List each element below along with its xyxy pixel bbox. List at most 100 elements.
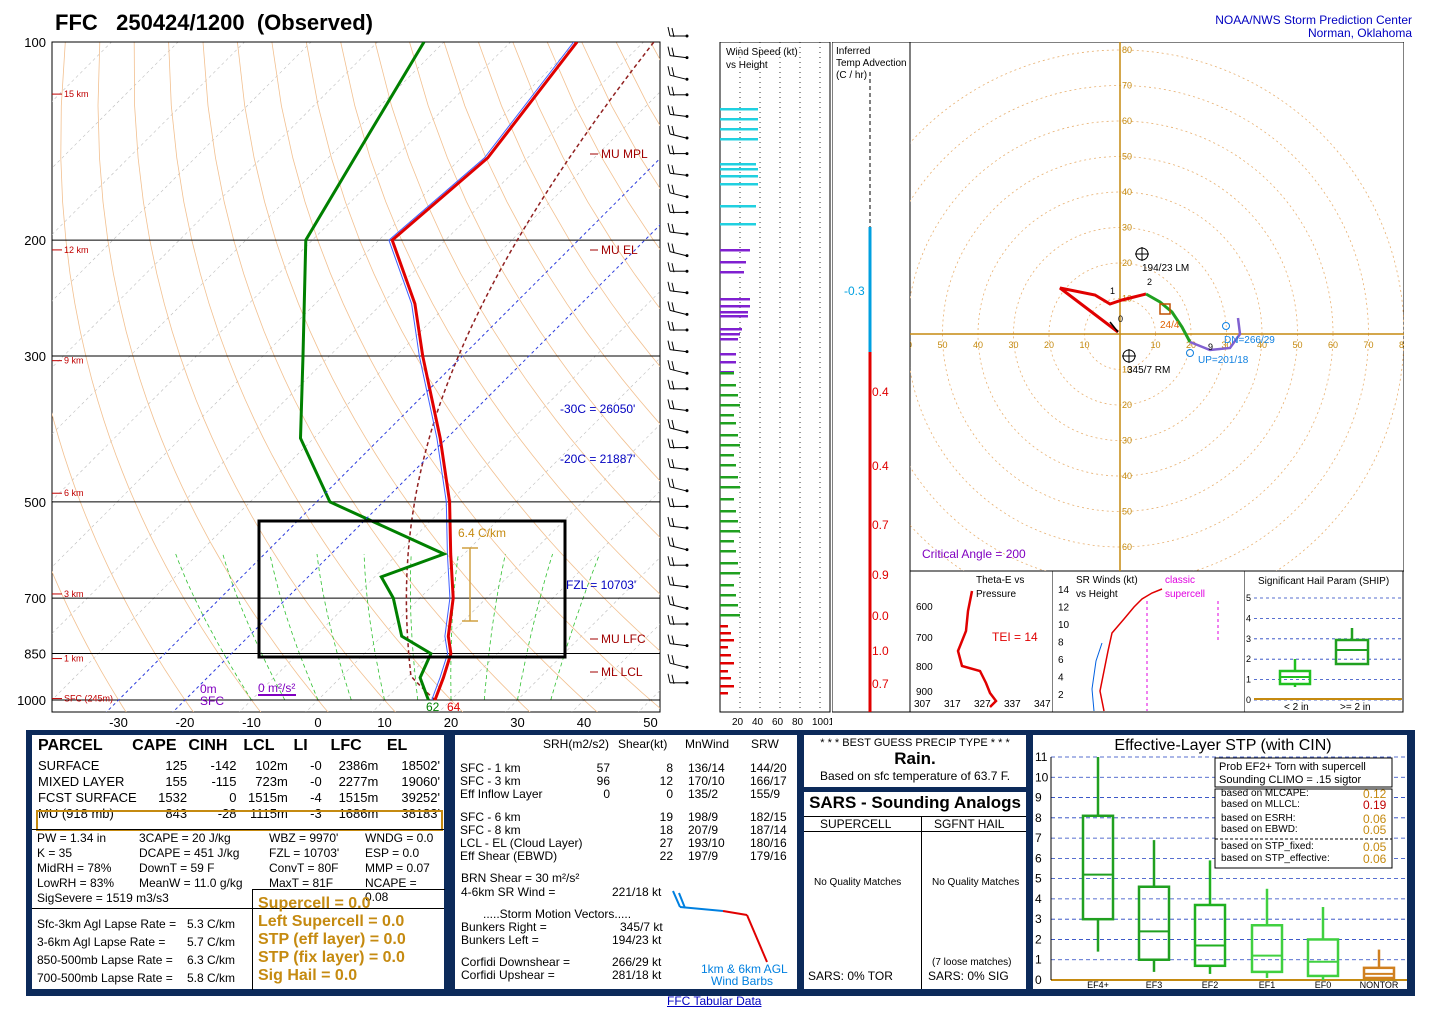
corfidi-up-label: Corfidi Upshear = (461, 968, 555, 982)
critical-angle: Critical Angle = 200 (922, 547, 1026, 561)
ship-title: Significant Hail Param (SHIP) (1258, 576, 1389, 587)
thetae-subtitle: Pressure (976, 589, 1016, 600)
temp-tick--10: -10 (242, 715, 261, 730)
ml-lcl-label: ML LCL (601, 665, 643, 679)
effective-inflow-box (257, 519, 567, 659)
virtual-temp-profile (388, 42, 575, 701)
parcel-cell: 843 (165, 805, 188, 821)
ship-x1: < 2 in (1284, 702, 1309, 713)
hodo-ring-w0: 10 (1079, 340, 1089, 350)
stp-y-4: 4 (1035, 892, 1042, 906)
index-value: MaxT = 81F (269, 876, 334, 890)
thetae-p-1: 700 (916, 633, 933, 644)
parcel-header-3: LCL (243, 737, 275, 754)
parcel-header-4: LI (293, 737, 308, 754)
height-label-6: SFC (245m) (64, 694, 113, 704)
precip-title: * * * BEST GUESS PRECIP TYPE * * * (820, 737, 1010, 749)
wind-speed-panel: Wind Speed (kt) vs Height 20 40 60 80 100120 (719, 42, 832, 728)
tabular-data-link[interactable]: FFC Tabular Data (667, 994, 762, 1008)
hodo-ring-w5: 60 (910, 340, 912, 350)
thetae-p-3: 900 (916, 687, 933, 698)
stp-y-10: 10 (1035, 770, 1049, 784)
hodo-ring-n6: 70 (1122, 81, 1132, 91)
tadv-value-2: 0.4 (872, 459, 889, 473)
tadv-value-1: 0.4 (872, 385, 889, 399)
thetae-t-3: 337 (1004, 699, 1021, 710)
srw-title: SR Winds (kt) (1076, 575, 1138, 586)
hodo-marker: 24/4 (1160, 320, 1180, 331)
barbs-label1: 1km & 6km AGL (701, 962, 788, 976)
hodo-ring-s4: 50 (1122, 507, 1132, 517)
zero-srh-label: 0 m²/s² (258, 681, 295, 695)
stp-prob1: Prob EF2+ Torn with supercell (1219, 761, 1366, 773)
lapse-label: Sfc-3km Agl Lapse Rate = (37, 917, 177, 931)
hodo-dn: DN=266/29 (1224, 335, 1275, 346)
hodo-ring-e2: 30 (1221, 340, 1231, 350)
brn-shear: BRN Shear = 30 m²/s² (461, 871, 580, 885)
hodo-height-2: 0 (1118, 314, 1123, 324)
hodograph: 1010101020202020303030304040404050505050… (910, 42, 1404, 572)
tadv-value-6: 1.0 (872, 644, 889, 658)
kin-cell: 198/9 (688, 810, 719, 824)
index-value: MMP = 0.07 (365, 861, 430, 875)
parcel-cell: 38183' (401, 805, 440, 821)
bunkers-right-value: 345/7 kt (620, 920, 663, 934)
wind-tick-2: 60 (772, 717, 784, 728)
height-label-0: 15 km (64, 89, 89, 99)
kin-cell: 0 (666, 787, 673, 801)
hodo-ring-s3: 40 (1122, 471, 1132, 481)
stp-chart: Effective-Layer STP (with CIN) 111098765… (1035, 737, 1407, 990)
parcel-cell: SURFACE (38, 757, 100, 773)
index-value: DownT = 59 F (139, 861, 215, 875)
stp-box: Effective-Layer STP (with CIN) 11 10 9 8 7 6 5… (1033, 735, 1407, 990)
parcel-header-0: PARCEL (38, 737, 103, 754)
sr46-label: 4-6km SR Wind = (461, 885, 556, 899)
hodo-ring-n3: 40 (1122, 187, 1132, 197)
sounding-time: 250424/1200 (116, 10, 245, 35)
index-value: MeanW = 11.0 g/kg (139, 876, 243, 890)
tadv-value-4: 0.9 (872, 568, 889, 582)
ship-y-1: 1 (1246, 675, 1251, 685)
parcel-cell: 1515m (248, 789, 288, 805)
precip-type: Rain. (894, 749, 936, 768)
pressure-label-200: 200 (24, 233, 46, 248)
stp-cat-1: EF3 (1146, 980, 1163, 989)
stp-y-1: 1 (1035, 953, 1042, 967)
sfc-dewpoint-label: 62 (426, 700, 440, 714)
parcel-cell: 2386m (338, 757, 379, 773)
thetae-t-1: 317 (944, 699, 961, 710)
lapse-label: 6.4 C/km (458, 526, 506, 540)
minus20c-label: -20C = 21887' (560, 452, 635, 466)
hodo-ring-e4: 50 (1292, 340, 1302, 350)
org-credit: NOAA/NWS Storm Prediction Center Norman,… (1215, 14, 1412, 40)
temp-tick-20: 20 (444, 715, 458, 730)
hodo-ring-e3: 40 (1257, 340, 1267, 350)
thetae-p-0: 600 (916, 602, 933, 613)
bunkers-right-label: Bunkers Right = (461, 920, 547, 934)
stp-based-label: based on STP_fixed: (1221, 841, 1314, 852)
hodo-ring-e7: 80 (1399, 340, 1404, 350)
ship-panel: Significant Hail Param (SHIP) 5 4 3 2 1 0 < 2… (1244, 571, 1404, 713)
sr46-value: 221/18 kt (612, 885, 662, 899)
parcel-cell: 19060' (401, 773, 440, 789)
kin-cell: 12 (659, 774, 673, 788)
hodo-ring-e6: 70 (1363, 340, 1373, 350)
composite-param: Sig Hail = 0.0 (258, 967, 358, 984)
wind-panel-title: Wind Speed (kt) (726, 47, 798, 58)
parcel-header-2: CINH (188, 737, 228, 754)
hodo-height-1: 2 (1147, 277, 1152, 287)
org-line1: NOAA/NWS Storm Prediction Center (1215, 13, 1412, 27)
fzl-label: FZL = 10703' (566, 578, 636, 592)
kin-cell: 193/10 (688, 836, 725, 850)
ship-y-4: 4 (1246, 613, 1251, 623)
tadv-title1: Inferred (836, 46, 870, 57)
mu-mpl-label: MU MPL (601, 147, 648, 161)
srw-y-1: 12 (1058, 603, 1070, 614)
hodo-ring-n7: 80 (1122, 45, 1132, 55)
lapse-value: 5.3 C/km (187, 917, 236, 931)
ship-y-5: 5 (1246, 593, 1251, 603)
kin-cell: 197/9 (688, 849, 719, 863)
kin-cell: 182/15 (750, 810, 787, 824)
parcel-cell: 1115m (249, 805, 288, 821)
index-value: K = 35 (37, 846, 73, 860)
